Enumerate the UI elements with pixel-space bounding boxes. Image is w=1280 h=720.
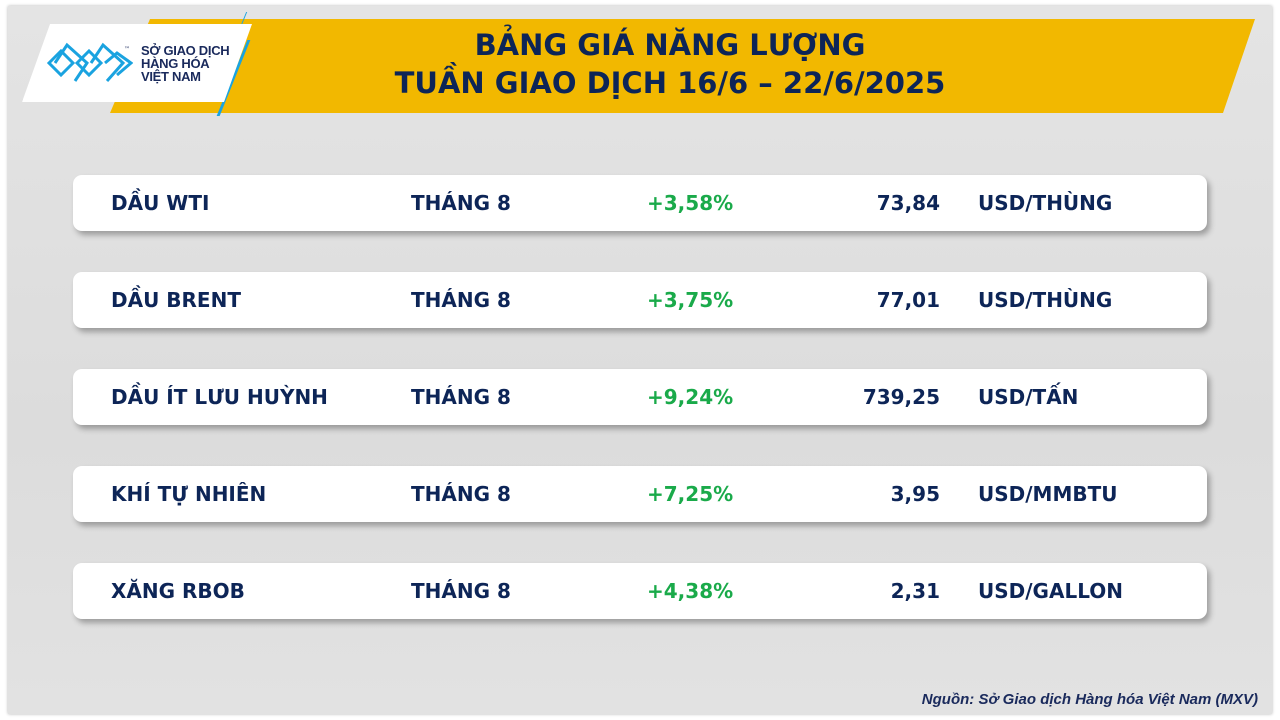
commodity-name: DẦU WTI — [111, 191, 210, 215]
logo-text-line: HÀNG HÓA — [141, 55, 210, 71]
contract-month: THÁNG 8 — [411, 385, 511, 409]
weekly-change: +7,25% — [647, 482, 734, 506]
mxv-logo: SỞ GIAO DỊCH HÀNG HÓA VIỆT NAM ™ — [22, 24, 252, 102]
commodity-name: KHÍ TỰ NHIÊN — [111, 482, 267, 506]
unit: USD/GALLON — [978, 579, 1123, 603]
weekly-change: +9,24% — [647, 385, 734, 409]
mxv-logo-icon — [47, 42, 133, 84]
source-note: Nguồn: Sở Giao dịch Hàng hóa Việt Nam (M… — [921, 691, 1258, 708]
title-line-1: BẢNG GIÁ NĂNG LƯỢNG — [474, 28, 866, 62]
contract-month: THÁNG 8 — [411, 288, 511, 312]
table-row: DẦU ÍT LƯU HUỲNH THÁNG 8 +9,24% 739,25 USD/T… — [73, 369, 1207, 425]
contract-month: THÁNG 8 — [411, 482, 511, 506]
unit: USD/MMBTU — [978, 482, 1118, 506]
table-row: XĂNG RBOB THÁNG 8 +4,38% 2,31 USD/GALLON — [73, 563, 1207, 619]
weekly-change: +4,38% — [647, 579, 734, 603]
contract-month: THÁNG 8 — [411, 579, 511, 603]
title-line-2: TUẦN GIAO DỊCH 16/6 – 22/6/2025 — [394, 66, 946, 100]
table-row: DẦU BRENT THÁNG 8 +3,75% 77,01 USD/THÙNG — [73, 272, 1207, 328]
table-row: DẦU WTI THÁNG 8 +3,58% 73,84 USD/THÙNG — [73, 175, 1207, 231]
price: 73,84 — [876, 191, 940, 215]
price: 3,95 — [890, 482, 940, 506]
price: 77,01 — [876, 288, 940, 312]
trademark: ™ — [124, 46, 130, 53]
price: 2,31 — [890, 579, 940, 603]
price: 739,25 — [862, 385, 940, 409]
logo-text-line: VIỆT NAM — [141, 68, 201, 84]
contract-month: THÁNG 8 — [411, 191, 511, 215]
unit: USD/THÙNG — [978, 191, 1113, 215]
unit: USD/THÙNG — [978, 288, 1113, 312]
table-row: KHÍ TỰ NHIÊN THÁNG 8 +7,25% 3,95 USD/MMBTU — [73, 466, 1207, 522]
unit: USD/TẤN — [978, 385, 1079, 409]
page-title: BẢNG GIÁ NĂNG LƯỢNG TUẦN GIAO DỊCH 16/6 … — [200, 26, 1140, 102]
logo-text-line: SỞ GIAO DỊCH — [141, 42, 230, 58]
commodity-name: DẦU ÍT LƯU HUỲNH — [111, 385, 328, 409]
title-banner — [110, 19, 1255, 113]
weekly-change: +3,58% — [647, 191, 734, 215]
commodity-name: XĂNG RBOB — [111, 579, 245, 603]
weekly-change: +3,75% — [647, 288, 734, 312]
commodity-name: DẦU BRENT — [111, 288, 241, 312]
